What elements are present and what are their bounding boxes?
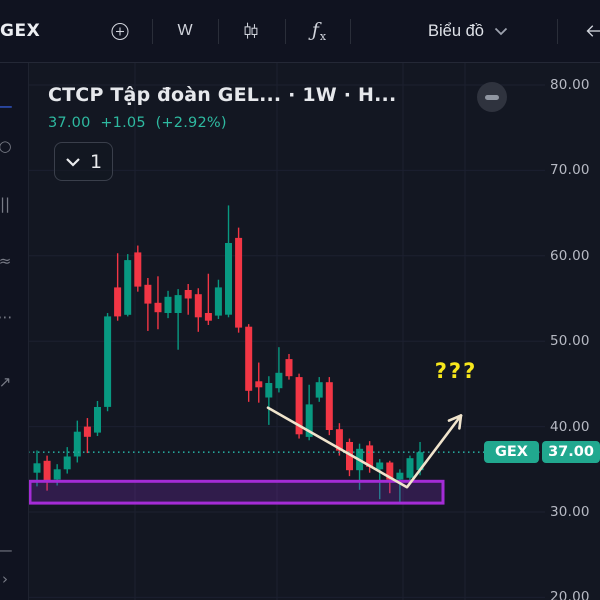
last-price-badge: 37.00 [542,441,600,464]
question-marks-annotation[interactable]: ??? [434,359,478,383]
interval-button[interactable]: W [170,0,200,62]
tool-shape-fragment-icon[interactable]: ○ [0,137,17,155]
symbol-price-badge: GEX [484,441,539,464]
support-zone-rectangle[interactable] [28,479,445,505]
chart-legend: CTCP Tập đoàn GEL... · 1W · H... 37.00 +… [48,84,396,181]
price-axis-label: 70.00 [550,162,590,179]
tool-expand-fragment-icon[interactable]: › [2,570,8,588]
toolbar-divider [285,19,286,44]
back-arrow-icon [586,25,600,37]
symbol-title[interactable]: CTCP Tập đoàn GEL... · 1W · H... [48,84,397,106]
price-axis-label: 20.00 [550,589,590,600]
candlestick-chart-icon [244,22,258,39]
tool-selected-fragment-icon[interactable]: — [0,97,17,115]
symbol-button[interactable]: GEX [0,21,41,41]
bar-selector-button[interactable]: 1 [54,142,113,181]
price-change-row: 37.00 +1.05 (+2.92%) [48,115,396,131]
chart-menu-label: Biểu đồ [428,21,484,40]
price-axis[interactable]: 80.00 70.00 60.00 50.00 40.00 30.00 20.00 [545,62,600,600]
tool-arrow-fragment-icon[interactable]: ↗ [0,373,17,391]
drawing-toolbar: — ○ || ≈ ⋯ ↗ — › [0,62,29,600]
tool-measure-fragment-icon[interactable]: — [0,541,17,559]
toolbar-divider [218,19,219,44]
plus-circle-icon[interactable] [105,0,135,62]
chart-style-button[interactable] [236,0,266,62]
price-change: +1.05 [100,115,146,131]
tool-more-fragment-icon[interactable]: ⋯ [0,308,17,326]
chevron-down-icon [494,27,508,35]
price-axis-label: 50.00 [550,333,590,350]
top-toolbar: GEX W ƒx Biểu đồ [0,0,600,63]
toolbar-divider [152,19,153,44]
price-axis-label: 80.00 [550,77,590,93]
chart-menu-button[interactable]: Biểu đồ [408,0,528,62]
candlestick-series [33,205,424,504]
trendline-drawing[interactable] [266,406,463,489]
plus-circle-icon [111,22,129,40]
price-change-percent: (+2.92%) [155,115,227,131]
chevron-down-icon [66,157,80,167]
bar-count: 1 [89,150,103,173]
hide-minus-icon[interactable] [477,82,507,112]
toolbar-divider [350,19,351,44]
fx-indicators-icon: ƒx [311,18,327,44]
indicators-button[interactable]: ƒx [302,0,336,62]
back-arrow-icon[interactable] [580,0,600,62]
tool-brush-fragment-icon[interactable]: ≈ [0,252,17,270]
price-axis-label: 30.00 [550,504,590,520]
price-axis-label: 60.00 [550,247,590,264]
price-axis-label: 40.00 [550,418,590,435]
toolbar-divider [557,19,558,44]
tool-lines-fragment-icon[interactable]: || [0,195,11,213]
last-price: 37.00 [48,115,91,131]
